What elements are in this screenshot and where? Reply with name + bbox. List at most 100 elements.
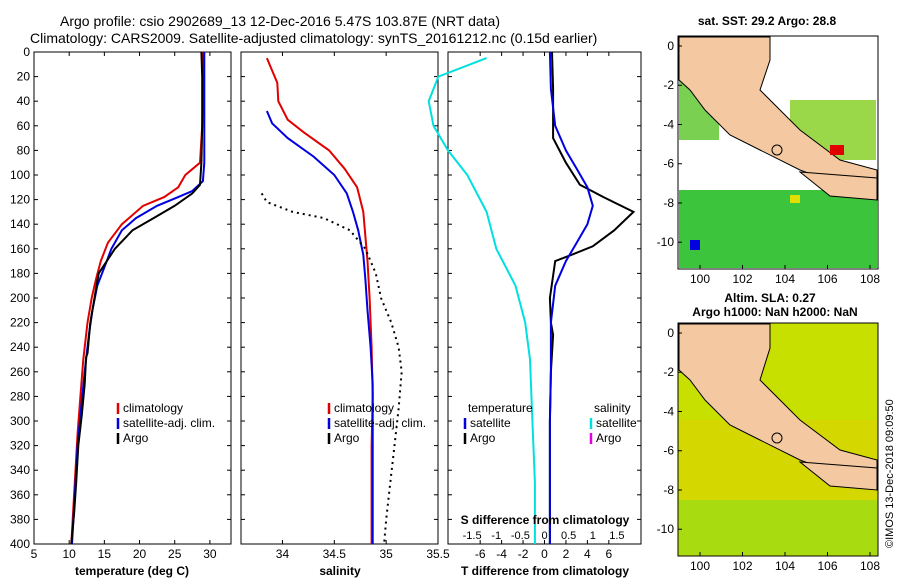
difference-xlabel: T difference from climatology (461, 564, 629, 578)
y-tick-label: 140 (10, 217, 30, 231)
difference-plot: -6 -4 -2 0 2 4 6 -1.5 -1 -0.5 0 0.5 1 1.5 (427, 51, 641, 561)
sla-map-axes: 100 102 104 106 108 0 -2 -4 -6 -8 -10 (657, 326, 881, 573)
y-tick-label: 100 (10, 168, 30, 182)
legend-label-s-satellite: satellite (596, 416, 637, 430)
x-tick-label: 4 (584, 547, 591, 561)
y-tick-label: 340 (10, 463, 30, 477)
x-tick-label: 10 (62, 547, 76, 561)
y-tick-label: 20 (17, 70, 31, 84)
x-tick-label: -4 (496, 547, 507, 561)
legend-heading-salinity: salinity (594, 401, 631, 415)
s-tick-label: 1 (590, 530, 596, 542)
map-x-tick-label: 108 (860, 272, 880, 286)
y-tick-label: 380 (10, 512, 30, 526)
temperature-panel-frame (33, 51, 232, 545)
s-tick-label: -0.5 (511, 530, 530, 542)
y-tick-label: 240 (10, 340, 30, 354)
y-tick-label: 80 (17, 143, 31, 157)
map-y-tick-label: -2 (663, 78, 674, 92)
salinity-plot: 34 34.5 35 35.5 (241, 51, 450, 561)
s-tick-label: -1 (491, 530, 501, 542)
s-tick-label: 0 (541, 530, 547, 542)
x-tick-label: 6 (605, 547, 612, 561)
x-tick-label: 20 (133, 547, 147, 561)
y-tick-label: 200 (10, 291, 30, 305)
legend-label-satellite: satellite-adj. clim. (123, 416, 215, 430)
map-x-tick-label: 100 (690, 559, 710, 573)
map-x-tick-label: 100 (690, 272, 710, 286)
y-tick-label: 180 (10, 266, 30, 280)
y-tick-label: 400 (10, 537, 30, 551)
y-tick-label: 360 (10, 488, 30, 502)
sst-sea-south (679, 190, 877, 268)
map-x-tick-label: 106 (817, 559, 837, 573)
x-tick-label: 34.5 (323, 547, 347, 561)
map-x-tick-label: 102 (732, 559, 752, 573)
x-tick-label: 0 (541, 547, 548, 561)
y-tick-label: 60 (17, 119, 31, 133)
sst-warm-patch (830, 145, 844, 155)
salinity-xlabel: salinity (319, 564, 361, 578)
map-x-tick-label: 104 (775, 272, 795, 286)
sst-map-axes: 100 102 104 106 108 0 -2 -4 -6 -8 -10 (657, 39, 881, 286)
x-tick-label: 35 (379, 547, 393, 561)
sst-yellow-patch (790, 195, 800, 203)
y-tick-label: 280 (10, 389, 30, 403)
x-tick-label: 34 (276, 547, 290, 561)
y-tick-label: 0 (23, 45, 30, 59)
map-y-tick-label: 0 (667, 39, 674, 53)
y-tick-label: 220 (10, 316, 30, 330)
difference-panel-frame (447, 51, 642, 545)
map-y-tick-label: 0 (667, 326, 674, 340)
map-y-tick-label: -8 (663, 483, 674, 497)
x-tick-label: 15 (98, 547, 112, 561)
map-x-tick-label: 106 (817, 272, 837, 286)
s-tick-label: 1.5 (609, 530, 624, 542)
series-temperature-satellite (548, 51, 594, 544)
x-tick-label: 35.5 (426, 547, 450, 561)
argo-location-marker (771, 144, 783, 156)
salinity-panel-frame (240, 51, 439, 545)
sst-cold-patch (690, 240, 700, 250)
map-y-tick-label: -4 (663, 404, 674, 418)
series-salinity-satellite (427, 57, 536, 544)
x-tick-label: -6 (475, 547, 486, 561)
legend-label-t-satellite: satellite (470, 416, 511, 430)
legend-label-satellite: satellite-adj. clim. (334, 416, 426, 430)
header-line2: Climatology: CARS2009. Satellite-adjuste… (30, 30, 597, 46)
sla-map (677, 322, 879, 557)
legend-label-argo: Argo (123, 431, 149, 445)
series-climatology (70, 52, 204, 545)
map-y-tick-label: -4 (663, 117, 674, 131)
y-tick-label: 260 (10, 365, 30, 379)
map-y-tick-label: -6 (663, 444, 674, 458)
y-tick-label: 120 (10, 193, 30, 207)
legend-label-s-argo: Argo (596, 431, 622, 445)
series-argo (260, 192, 403, 545)
legend-label-argo: Argo (334, 431, 360, 445)
difference-legend: temperature satellite Argo salinity sate… (463, 401, 637, 445)
series-argo (70, 51, 204, 545)
sst-land-java (798, 171, 878, 201)
legend-label-climatology: climatology (123, 401, 183, 415)
timestamp: ©IMOS 13-Dec-2018 09:09:50 (884, 399, 896, 548)
sla-land-java (798, 461, 878, 491)
map-y-tick-label: -2 (663, 365, 674, 379)
map-x-tick-label: 108 (860, 559, 880, 573)
argo-location-marker (771, 432, 783, 444)
map-y-tick-label: -10 (657, 235, 675, 249)
map-y-tick-label: -8 (663, 196, 674, 210)
y-tick-label: 300 (10, 414, 30, 428)
legend-label-climatology: climatology (334, 401, 394, 415)
sst-map-title: sat. SST: 29.2 Argo: 28.8 (698, 14, 837, 28)
map-x-tick-label: 102 (732, 272, 752, 286)
temperature-plot: 0 20 40 60 80 100 120 140 160 180 200 220 240 260 280 3… (10, 45, 231, 561)
sla-sea-deep (679, 500, 877, 555)
sla-map-title2: Argo h1000: NaN h2000: NaN (692, 305, 857, 319)
map-y-tick-label: -6 (663, 157, 674, 171)
legend-label-t-argo: Argo (470, 431, 496, 445)
x-tick-label: 25 (168, 547, 182, 561)
temperature-legend: climatology satellite-adj. clim. Argo (116, 401, 215, 445)
header-line1: Argo profile: csio 2902689_13 12-Dec-201… (60, 13, 500, 29)
